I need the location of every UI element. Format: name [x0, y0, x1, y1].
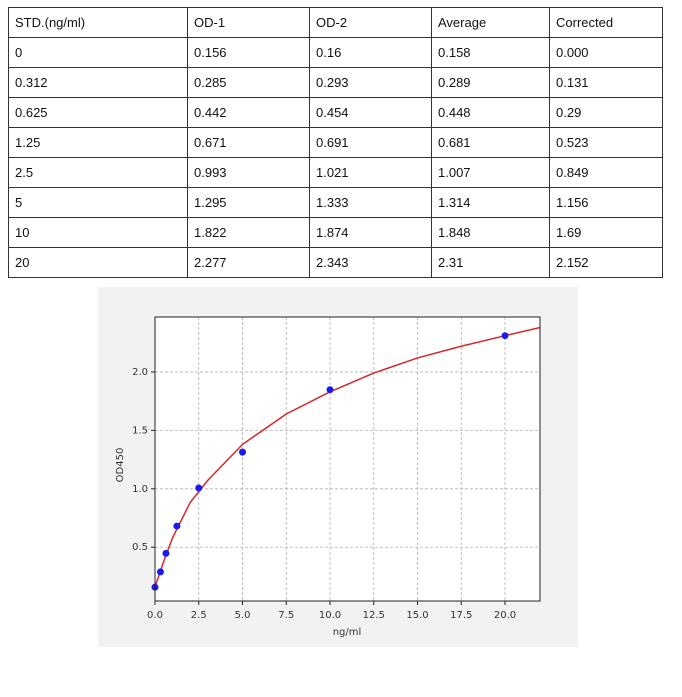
data-point [173, 522, 181, 530]
table-cell: 0.849 [549, 157, 663, 188]
table-cell: 0.671 [187, 127, 310, 158]
table-cell: 1.314 [431, 187, 550, 218]
table-cell: 0.156 [187, 37, 310, 68]
table-cell: 1.874 [309, 217, 432, 248]
table-cell: 2.152 [549, 247, 663, 278]
table-cell: 1.007 [431, 157, 550, 188]
data-point [239, 448, 246, 456]
plot-area [155, 317, 540, 601]
x-tick-label: 10.0 [319, 610, 341, 621]
table-cell: 0.448 [431, 97, 550, 128]
table-row: 20 2.277 2.343 2.31 2.152 [8, 247, 663, 278]
table-row: 0.625 0.442 0.454 0.448 0.29 [8, 97, 663, 128]
table-cell: 0.993 [187, 157, 310, 188]
table-row: 0 0.156 0.16 0.158 0.000 [8, 37, 663, 68]
y-axis-label: OD450 [115, 448, 126, 483]
table-cell: 0.625 [8, 97, 188, 128]
data-point [162, 549, 170, 557]
header-row: STD.(ng/ml) OD-1 OD-2 Average Corrected [8, 7, 663, 38]
data-point [326, 386, 334, 394]
x-axis-label: ng/ml [333, 627, 362, 638]
table-row: 5 1.295 1.333 1.314 1.156 [8, 187, 663, 218]
x-tick-label: 20.0 [494, 610, 516, 621]
x-tick-label: 17.5 [450, 610, 472, 621]
y-tick-label: 0.5 [132, 542, 148, 553]
fit-curve [154, 326, 541, 588]
table-cell: Average [431, 7, 550, 38]
table-row: 10 1.822 1.874 1.848 1.69 [8, 217, 663, 248]
table-cell: STD.(ng/ml) [8, 7, 188, 38]
table-cell: 0.681 [431, 127, 550, 158]
plot-frame [154, 316, 541, 602]
data-point [501, 332, 509, 340]
data-table: STD.(ng/ml) OD-1 OD-2 Average Corrected 0 0.15… [8, 7, 663, 278]
y-tick-label: 2.0 [132, 367, 148, 378]
table-cell: 0.454 [309, 97, 432, 128]
table-cell: 2.31 [431, 247, 550, 278]
y-tick-label: 1.5 [132, 425, 148, 436]
table-cell: 20 [8, 247, 188, 278]
x-tick-label: 15.0 [406, 610, 428, 621]
y-tick-label: 1.0 [132, 484, 148, 495]
data-point [156, 568, 164, 576]
x-tick-label: 2.5 [191, 610, 207, 621]
data-point [195, 484, 203, 492]
table-cell: 2.343 [309, 247, 432, 278]
table-cell: Corrected [549, 7, 663, 38]
table-cell: 0.289 [431, 67, 550, 98]
x-tick-label: 5.0 [235, 610, 251, 621]
table-cell: 2.277 [187, 247, 310, 278]
table-cell: 0.16 [309, 37, 432, 68]
table-cell: 0.293 [309, 67, 432, 98]
table-cell: OD-1 [187, 7, 310, 38]
x-tick-label: 7.5 [278, 610, 294, 621]
x-tick-label: 0.0 [147, 610, 163, 621]
table-cell: 5 [8, 187, 188, 218]
table-cell: 1.69 [549, 217, 663, 248]
x-tick-label: 12.5 [363, 610, 385, 621]
